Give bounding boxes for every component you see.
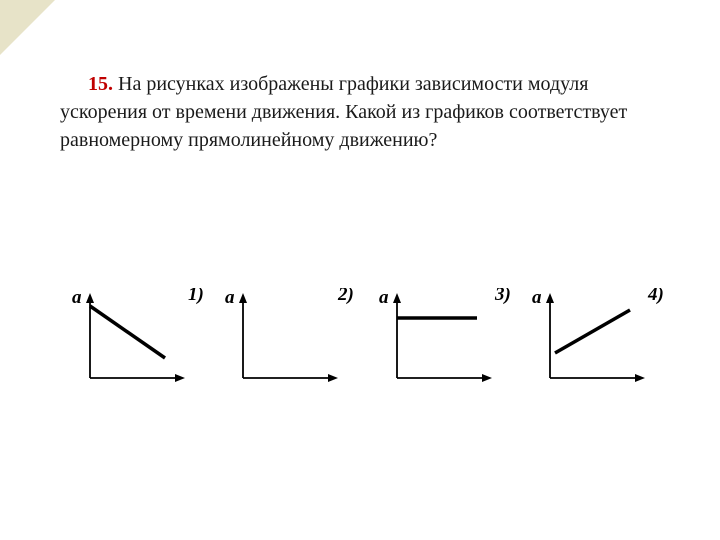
graphs-row: a 1) a 2) a 3) a [70, 288, 680, 403]
graph-4-svg: a 4) [530, 288, 680, 398]
axis-label-2: a [225, 288, 235, 308]
axis-label-3: a [379, 288, 389, 308]
graph-2-svg: a 2) [223, 288, 373, 398]
graph-3: a 3) [377, 288, 527, 403]
page-fold-corner [0, 0, 55, 55]
graph-number-4: 4) [647, 288, 664, 305]
axis-label-1: a [72, 288, 82, 308]
graph-number-3: 3) [494, 288, 511, 305]
graph-1: a 1) [70, 288, 220, 403]
graph-number-2: 2) [337, 288, 354, 305]
page: 15. На рисунках изображены графики завис… [0, 0, 720, 540]
graph-number-1: 1) [188, 288, 204, 305]
graph-1-svg: a 1) [70, 288, 220, 398]
graph-4: a 4) [530, 288, 680, 403]
question-body: На рисунках изображены графики зависимос… [60, 73, 627, 151]
graph-2: a 2) [223, 288, 373, 403]
graph-3-svg: a 3) [377, 288, 527, 398]
axis-label-4: a [532, 288, 542, 308]
question-number: 15. [60, 73, 113, 95]
question-text: 15. На рисунках изображены графики завис… [60, 70, 660, 154]
